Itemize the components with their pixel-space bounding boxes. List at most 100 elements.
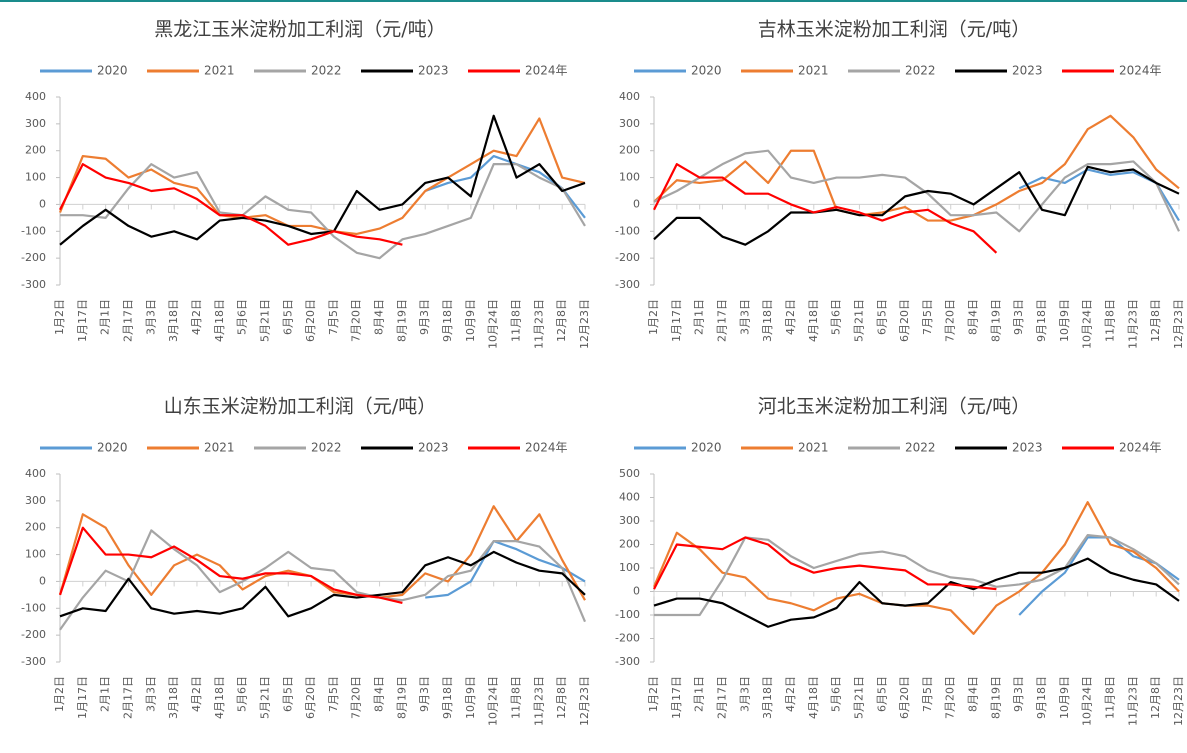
- series-line: [59, 114, 586, 246]
- legend-label: 2020: [97, 64, 128, 78]
- legend-label: 2024年: [1119, 441, 1162, 455]
- series-line: [653, 557, 1180, 628]
- y-tick-label: 0: [39, 574, 46, 587]
- y-tick-label: -100: [615, 224, 640, 237]
- x-tick-label: 12月23日: [1172, 299, 1185, 349]
- x-tick-label: 5月6日: [236, 676, 249, 712]
- x-tick-label: 3月3日: [738, 299, 751, 335]
- x-tick-label: 6月5日: [875, 299, 888, 335]
- x-tick-label: 6月5日: [281, 676, 294, 712]
- x-tick-label: 1月2日: [647, 676, 660, 712]
- x-tick-label: 8月19日: [989, 299, 1002, 342]
- x-tick-label: 7月20日: [944, 299, 957, 342]
- series-line: [425, 540, 586, 599]
- x-tick-label: 11月23日: [532, 676, 545, 726]
- legend-label: 2022: [311, 441, 342, 455]
- legend-label: 2022: [905, 441, 936, 455]
- chart-title: 黑龙江玉米淀粉加工利润（元/吨）: [154, 19, 445, 41]
- x-tick-label: 4月2日: [784, 299, 797, 335]
- x-tick-label: 3月18日: [167, 299, 180, 342]
- y-tick-label: -100: [21, 224, 46, 237]
- x-tick-label: 8月4日: [967, 299, 980, 335]
- x-tick-label: 2月17日: [121, 676, 134, 719]
- x-tick-label: 2月1日: [693, 676, 706, 712]
- y-tick-label: 500: [619, 467, 640, 480]
- y-tick-label: 400: [619, 90, 640, 103]
- legend-label: 2023: [418, 441, 449, 455]
- x-tick-label: 9月18日: [1035, 676, 1048, 719]
- legend-label: 2021: [798, 64, 829, 78]
- x-tick-label: 3月3日: [144, 676, 157, 712]
- x-tick-label: 10月9日: [464, 676, 477, 719]
- x-tick-label: 10月9日: [1058, 299, 1071, 342]
- x-tick-label: 2月1日: [693, 299, 706, 335]
- x-tick-label: 4月18日: [213, 299, 226, 342]
- x-tick-label: 6月20日: [898, 299, 911, 342]
- x-tick-label: 8月4日: [373, 676, 386, 712]
- y-tick-label: 0: [633, 585, 640, 598]
- series-line: [653, 165, 1180, 246]
- chart-title: 山东玉米淀粉加工利润（元/吨）: [164, 396, 436, 418]
- legend-label: 2024年: [1119, 64, 1162, 78]
- x-tick-label: 2月1日: [99, 676, 112, 712]
- x-tick-label: 3月18日: [167, 676, 180, 719]
- x-tick-label: 8月19日: [395, 676, 408, 719]
- series-line: [60, 163, 586, 260]
- legend-label: 2023: [418, 64, 449, 78]
- x-tick-label: 3月3日: [738, 676, 751, 712]
- x-tick-label: 9月18日: [1035, 299, 1048, 342]
- y-tick-label: 300: [619, 117, 640, 130]
- x-tick-label: 2月1日: [99, 299, 112, 335]
- x-tick-label: 12月8日: [1149, 299, 1162, 342]
- x-tick-label: 11月8日: [1104, 299, 1117, 342]
- x-tick-label: 3月18日: [761, 299, 774, 342]
- y-tick-label: 300: [619, 514, 640, 527]
- series-line: [653, 149, 1180, 233]
- x-tick-label: 6月5日: [281, 299, 294, 335]
- y-tick-label: 100: [25, 548, 46, 561]
- series-line: [653, 536, 997, 591]
- legend-label: 2024年: [525, 64, 568, 78]
- x-tick-label: 2月17日: [715, 299, 728, 342]
- x-tick-label: 4月2日: [190, 676, 203, 712]
- series-line: [653, 163, 998, 254]
- y-tick-label: 100: [25, 171, 46, 184]
- y-tick-label: -300: [615, 655, 640, 668]
- series-line: [654, 534, 1180, 617]
- y-tick-label: 400: [25, 90, 46, 103]
- x-tick-label: 9月3日: [1012, 299, 1025, 335]
- x-tick-label: 2月17日: [715, 676, 728, 719]
- series-line: [1018, 168, 1180, 222]
- y-tick-label: -100: [615, 608, 640, 621]
- series-line: [58, 505, 586, 601]
- y-tick-label: 200: [25, 521, 46, 534]
- y-tick-label: -300: [21, 278, 46, 291]
- x-tick-label: 12月8日: [555, 299, 568, 342]
- x-tick-label: 5月21日: [258, 299, 271, 342]
- y-tick-label: 300: [25, 117, 46, 130]
- y-tick-label: 200: [619, 144, 640, 157]
- x-tick-label: 4月18日: [807, 676, 820, 719]
- x-tick-label: 7月20日: [944, 676, 957, 719]
- x-tick-label: 10月24日: [1081, 299, 1094, 349]
- y-tick-label: 300: [25, 494, 46, 507]
- x-tick-label: 7月5日: [921, 676, 934, 712]
- legend-label: 2022: [311, 64, 342, 78]
- x-tick-label: 1月17日: [76, 676, 89, 719]
- x-tick-label: 11月8日: [510, 299, 523, 342]
- x-tick-label: 12月23日: [578, 676, 591, 726]
- x-tick-label: 11月23日: [1126, 676, 1139, 726]
- y-tick-label: 200: [619, 538, 640, 551]
- x-tick-label: 1月2日: [53, 676, 66, 712]
- y-tick-label: -200: [21, 628, 46, 641]
- x-tick-label: 7月20日: [350, 676, 363, 719]
- x-tick-label: 9月18日: [441, 676, 454, 719]
- chart-title: 河北玉米淀粉加工利润（元/吨）: [758, 396, 1030, 418]
- legend-label: 2023: [1012, 64, 1043, 78]
- series-line: [58, 526, 403, 604]
- x-tick-label: 6月20日: [304, 676, 317, 719]
- x-tick-label: 5月6日: [830, 676, 843, 712]
- series-line: [1018, 536, 1180, 616]
- x-tick-label: 12月23日: [1172, 676, 1185, 726]
